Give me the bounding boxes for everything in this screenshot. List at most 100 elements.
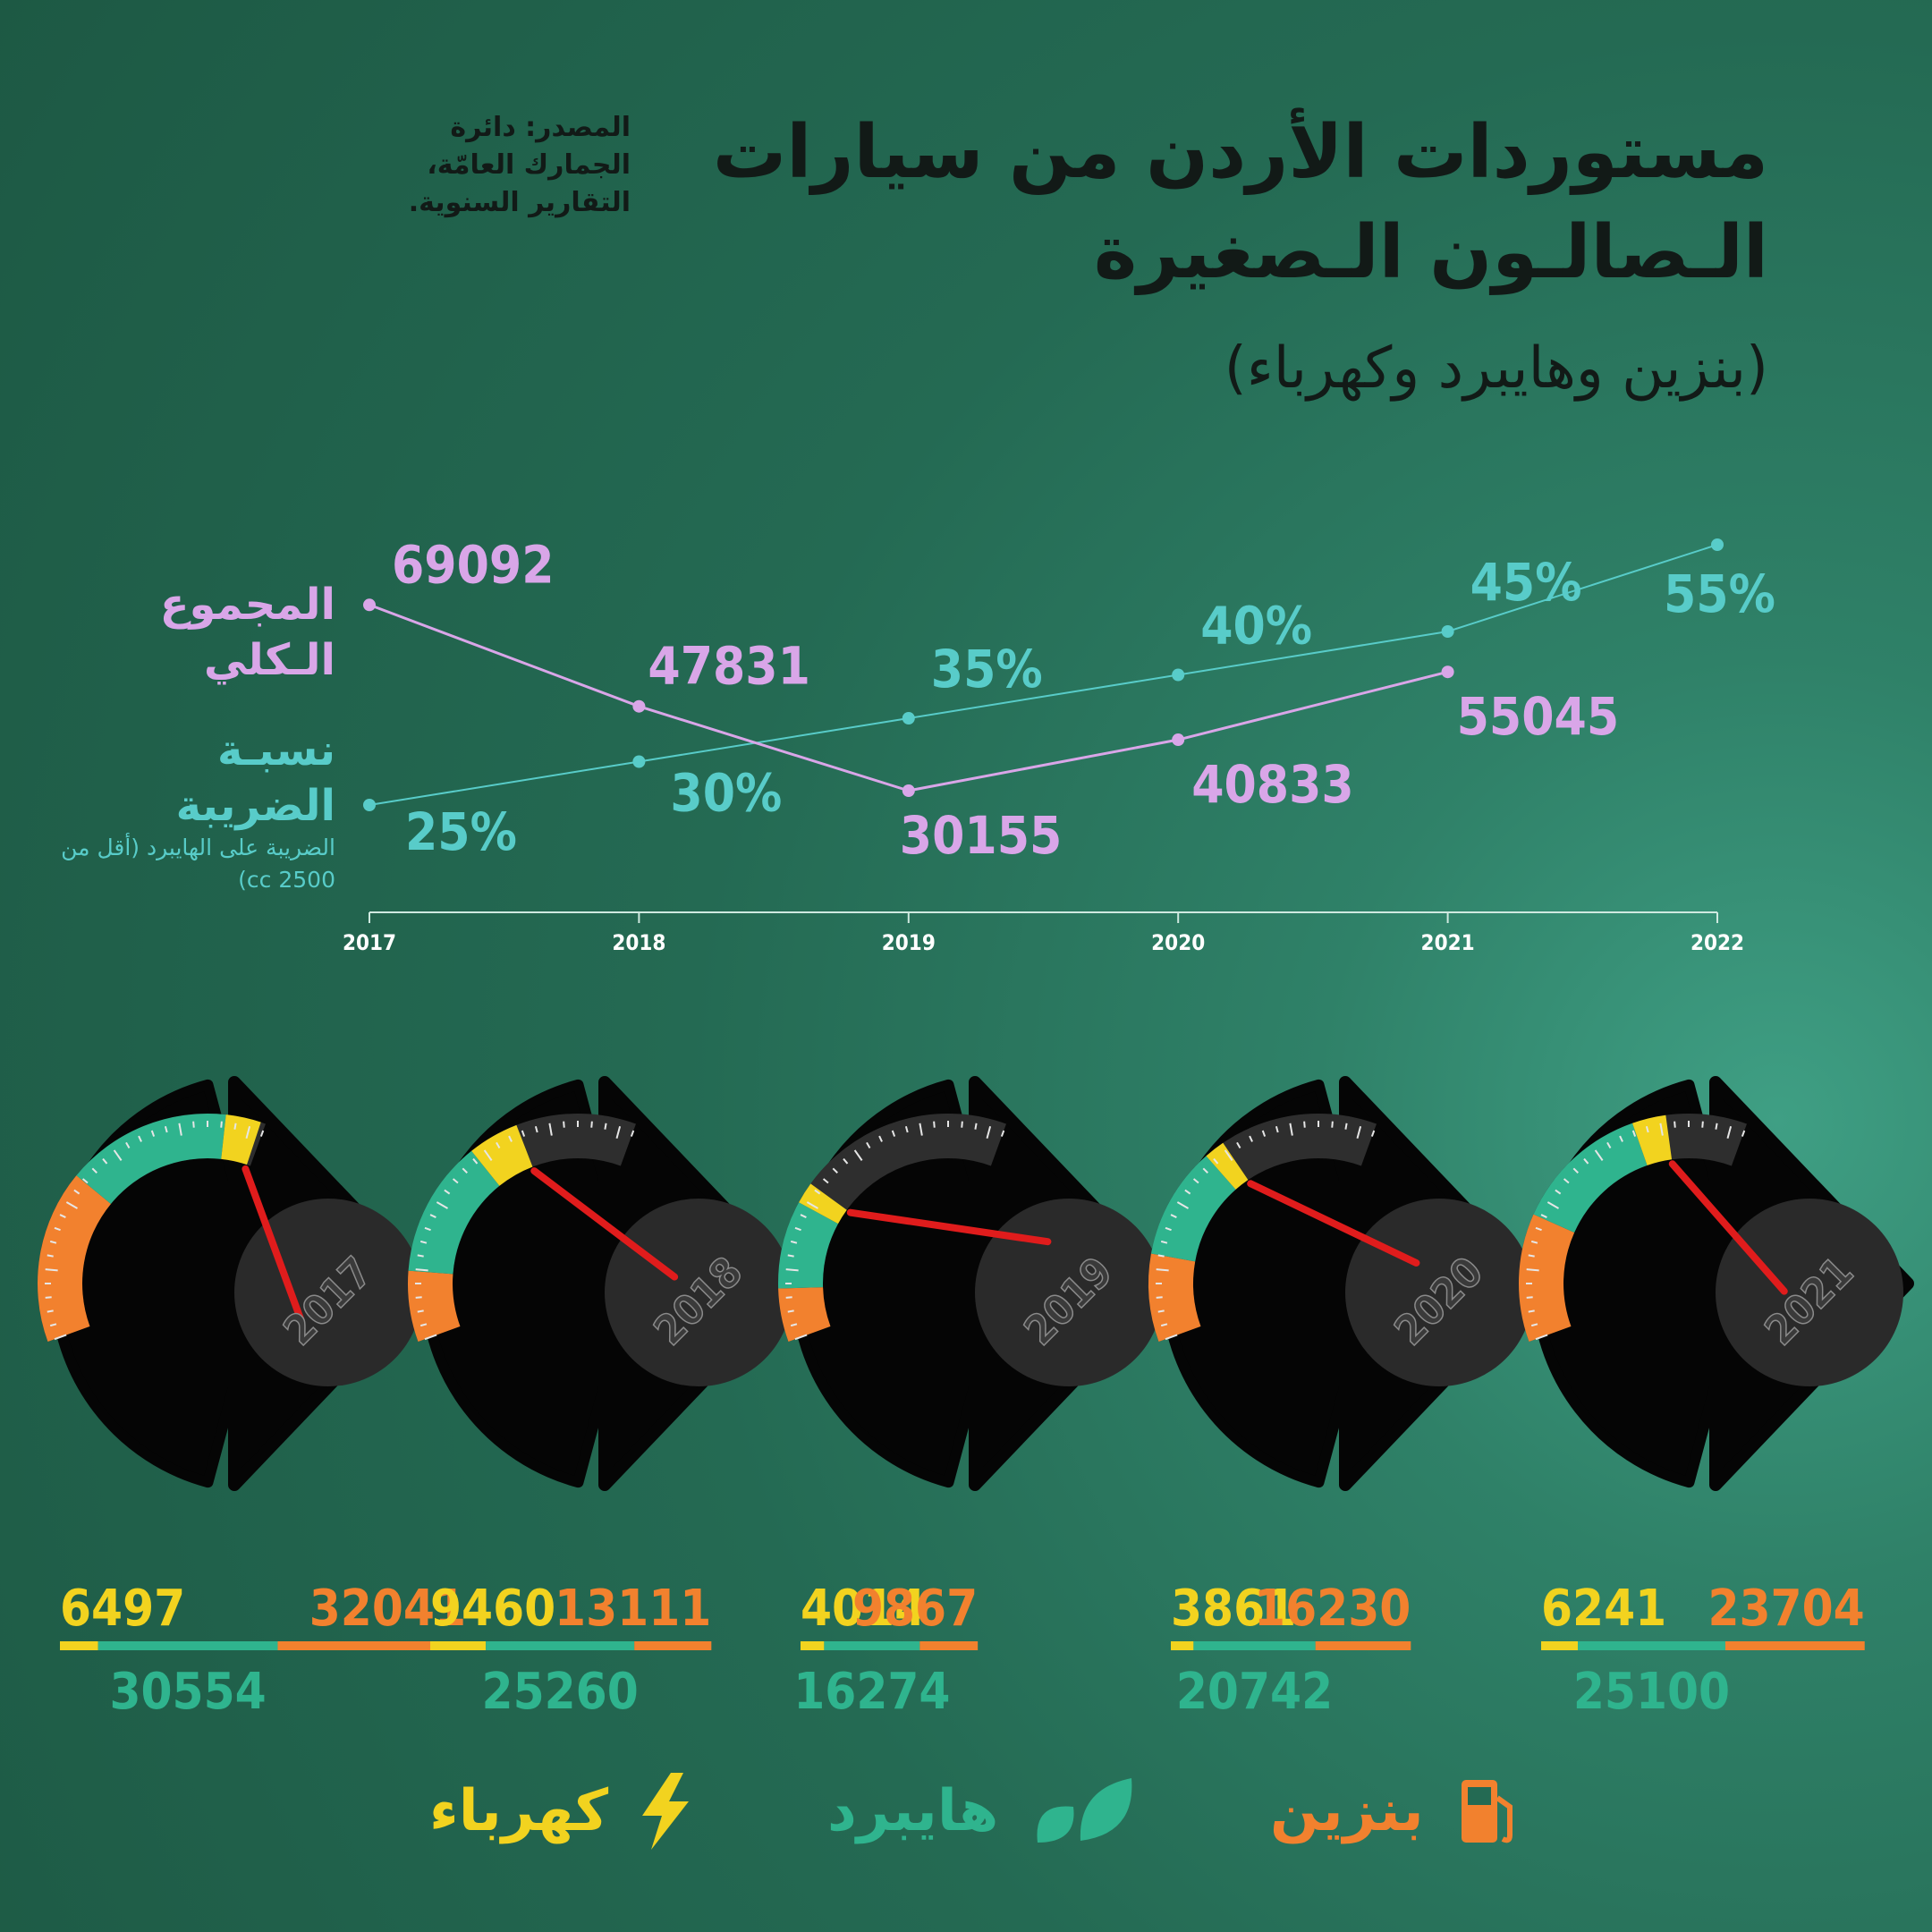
gauge-tick xyxy=(429,1214,436,1218)
tax-note: الضريبة على الهايبرد (أقل من 2500 cc) xyxy=(61,835,335,893)
gauge-tick xyxy=(1275,1125,1279,1133)
gauge-tick xyxy=(590,1121,593,1128)
gauge-2020: 2020 xyxy=(1148,1076,1544,1491)
tax-point xyxy=(363,799,376,811)
bar-electric-value: 4014 xyxy=(801,1580,926,1638)
gauge-tick xyxy=(1000,1130,1005,1137)
gauge-tick xyxy=(1165,1226,1172,1232)
tax-value-label: 30% xyxy=(670,763,782,824)
gauge-2018: 2018 xyxy=(407,1076,803,1491)
gauge-tick xyxy=(1170,1214,1177,1218)
gauge-tick xyxy=(1659,1123,1664,1136)
gauge-tick xyxy=(806,1201,819,1209)
tax-value-label: 55% xyxy=(1664,564,1775,624)
gauge-segment-hybrid xyxy=(1150,1156,1236,1262)
gauge-tick xyxy=(1530,1323,1538,1327)
gauge-tick xyxy=(1741,1130,1746,1137)
bar-hybrid xyxy=(1193,1641,1316,1650)
gauge-hub xyxy=(605,1199,792,1386)
gauge-tick xyxy=(1631,1130,1637,1137)
gauge-hub xyxy=(234,1199,422,1386)
gauge-tick xyxy=(417,1309,424,1313)
bar-petrol-value: 9867 xyxy=(852,1580,978,1638)
tax-value-label: 40% xyxy=(1200,596,1312,657)
gauge-hub xyxy=(975,1199,1163,1386)
gauge-tick xyxy=(65,1201,79,1209)
gauge-tick xyxy=(417,1254,424,1258)
gauge-tick xyxy=(1530,1240,1538,1244)
gauge-tick xyxy=(1213,1157,1219,1165)
gauge-tick xyxy=(45,1268,58,1272)
gauge-tick xyxy=(49,1323,57,1327)
gauge-tick xyxy=(1606,1141,1612,1148)
tax-value-label: 25% xyxy=(405,801,517,862)
x-tick-label: 2017 xyxy=(343,930,396,955)
tax-series-line xyxy=(369,544,1718,806)
gauge-needle xyxy=(530,1167,679,1281)
gauge-segment-petrol xyxy=(1519,1214,1575,1342)
gauge-needle xyxy=(846,1208,1052,1246)
bar-electric xyxy=(430,1641,487,1650)
gauge-tick xyxy=(192,1121,195,1128)
gauge-tick xyxy=(1572,1167,1579,1174)
bar-petrol xyxy=(1724,1641,1865,1650)
total-point xyxy=(1441,665,1454,679)
total-point xyxy=(363,598,376,612)
gauge-tick xyxy=(1370,1130,1376,1137)
gauge-tick xyxy=(54,1334,67,1341)
gauge-segment-petrol xyxy=(778,1287,831,1342)
gauge-tick xyxy=(1157,1309,1165,1313)
gauge-tick xyxy=(138,1135,142,1142)
gauge-tick xyxy=(1535,1334,1548,1341)
total-value-label: 69092 xyxy=(392,534,555,595)
gauge-tick xyxy=(1535,1226,1542,1232)
gauge-tick xyxy=(1160,1323,1168,1327)
gauge-tick xyxy=(832,1167,838,1174)
gauge-tick xyxy=(1619,1135,1623,1142)
gauge-tick xyxy=(419,1323,428,1327)
gauge-tick xyxy=(878,1135,883,1142)
gauge-tick xyxy=(790,1240,798,1244)
gauge-segment-electric xyxy=(471,1124,533,1186)
tax-point xyxy=(1172,668,1185,682)
legend-petrol: بنزين xyxy=(1270,1771,1526,1852)
gauge-tick xyxy=(1192,1178,1199,1184)
gauge-tick xyxy=(785,1268,799,1272)
gauge-tick xyxy=(1165,1334,1178,1341)
tax-value-label: 35% xyxy=(931,639,1043,699)
bar-hybrid xyxy=(1578,1641,1725,1650)
gauge-tick xyxy=(49,1240,57,1244)
gauge-tick xyxy=(483,1149,493,1161)
gauge-tick xyxy=(904,1125,909,1133)
source-note: المصدر: دائرة الجمارك العامّة، التقارير … xyxy=(408,112,631,218)
bar-petrol xyxy=(277,1641,467,1650)
gauge-segment-hybrid xyxy=(76,1114,226,1204)
legend-hybrid: هايبرد xyxy=(827,1771,1136,1852)
bar-hybrid-value: 30554 xyxy=(109,1663,266,1721)
legend-petrol-label: بنزين xyxy=(1270,1778,1424,1844)
gauge-needle xyxy=(242,1165,305,1323)
gauge-tick xyxy=(866,1141,871,1148)
gauge-hub xyxy=(1716,1199,1903,1386)
gauge-tick xyxy=(73,1189,80,1195)
gauge-tick xyxy=(794,1334,808,1341)
gauge-tick xyxy=(220,1121,223,1128)
total-value-label: 40833 xyxy=(1191,754,1354,815)
gauge-tick xyxy=(1528,1309,1535,1313)
gauge-tick xyxy=(415,1296,422,1299)
gauge-tick xyxy=(452,1178,459,1184)
bar-hybrid xyxy=(97,1641,278,1650)
tax-point xyxy=(1711,538,1724,551)
gauge-tick xyxy=(1540,1214,1547,1218)
gauge-tick xyxy=(125,1141,131,1148)
bar-hybrid xyxy=(486,1641,635,1650)
gauge-tick xyxy=(233,1123,237,1130)
gauge-tick xyxy=(1528,1254,1535,1258)
total-point xyxy=(902,784,915,797)
gauge-tick xyxy=(508,1135,513,1142)
gauge-tick xyxy=(424,1226,431,1232)
gauge-tick xyxy=(822,1178,829,1184)
gauge-tick xyxy=(814,1189,821,1195)
gauge-tick xyxy=(1224,1149,1233,1161)
gauge-tick xyxy=(1526,1268,1539,1272)
